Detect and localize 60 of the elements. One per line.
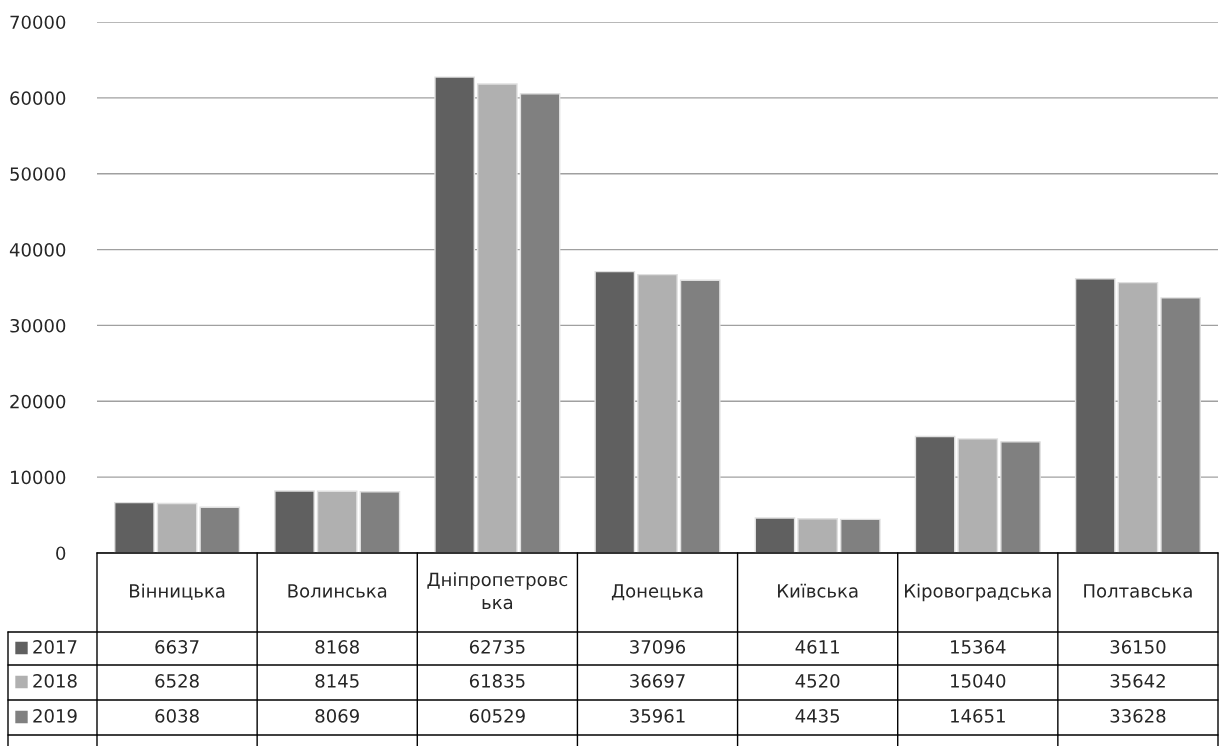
- data-label: 36697: [630, 674, 685, 688]
- bar: [957, 438, 999, 553]
- x-tick-label: Кіровоградська: [905, 583, 1051, 602]
- y-tick-label: 0: [56, 546, 66, 561]
- legend-label: 2018: [33, 674, 77, 688]
- data-label: 4520: [795, 674, 840, 688]
- y-tick-label: 60000: [10, 91, 66, 105]
- bar: [434, 76, 475, 553]
- data-label: 8145: [315, 674, 359, 688]
- y-tick-label: 70000: [10, 15, 66, 30]
- bar: [477, 83, 518, 553]
- bar: [1000, 441, 1041, 553]
- data-label: 36150: [1110, 640, 1166, 654]
- bar: [156, 502, 198, 553]
- data-label: 8069: [315, 709, 359, 723]
- bar: [199, 506, 241, 553]
- bar: [1160, 297, 1201, 553]
- data-label: 4611: [795, 640, 839, 654]
- x-tick-label: Полтавська: [1084, 584, 1192, 598]
- data-label: 61835: [469, 674, 525, 688]
- x-tick-label: Київська: [778, 583, 858, 598]
- bar: [1074, 278, 1116, 553]
- data-label: 4435: [795, 709, 840, 723]
- data-label: 15364: [951, 640, 1006, 654]
- bar: [797, 518, 838, 553]
- bar: [754, 517, 796, 553]
- data-label: 33628: [1110, 709, 1166, 723]
- data-label: 6038: [155, 709, 199, 723]
- data-label: 6637: [155, 640, 199, 654]
- bar: [1117, 281, 1159, 553]
- data-label: 6528: [155, 674, 199, 688]
- legend-label: 2017: [33, 640, 77, 654]
- x-tick-label: Донецька: [611, 584, 703, 601]
- data-label: 60529: [469, 709, 525, 723]
- data-label: 8168: [315, 640, 359, 654]
- bar: [114, 501, 155, 553]
- data-label: 35961: [630, 709, 685, 723]
- y-tick-label: 50000: [10, 167, 66, 181]
- legend-label: 2019: [33, 709, 77, 723]
- bar: [679, 279, 721, 553]
- y-tick-label: 30000: [10, 318, 66, 333]
- x-tick-label: Волинська: [288, 584, 387, 598]
- data-label: 35642: [1110, 674, 1165, 688]
- data-label: 37096: [630, 640, 686, 654]
- bar: [594, 270, 636, 553]
- data-label: 62735: [469, 640, 525, 654]
- y-tick-label: 10000: [10, 470, 66, 485]
- bar: [914, 435, 956, 553]
- y-tick-label: 20000: [10, 394, 66, 409]
- bar: [359, 491, 401, 553]
- bar: [274, 490, 315, 553]
- y-tick-label: 40000: [9, 243, 66, 257]
- data-label: 15040: [951, 674, 1006, 688]
- x-tick-label: Дніпропетровська: [427, 572, 568, 610]
- bar: [840, 518, 881, 553]
- data-label: 14651: [951, 709, 1005, 723]
- bar: [316, 490, 358, 553]
- bar: [519, 93, 561, 553]
- x-tick-label: Вінницька: [130, 583, 225, 600]
- bar: [637, 273, 678, 553]
